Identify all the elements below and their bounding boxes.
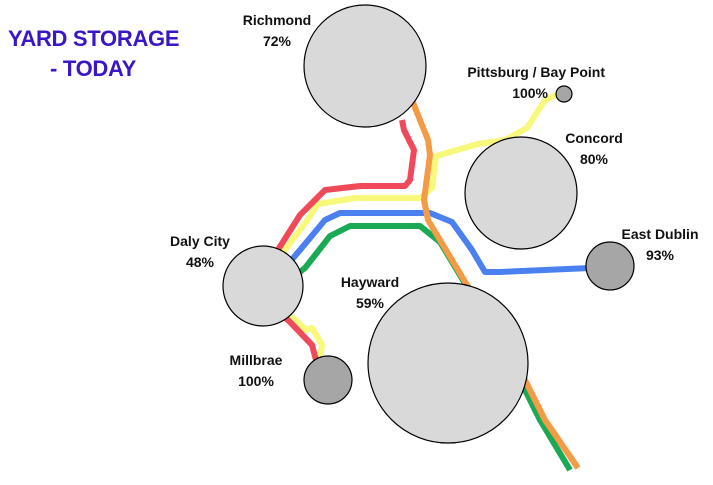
station-name: Daly City: [170, 233, 230, 249]
station-daly-city-circle: [222, 245, 304, 327]
station-concord-circle: [464, 136, 578, 250]
station-percent: 100%: [512, 85, 548, 101]
station-percent: 80%: [579, 151, 609, 167]
station-percent: 100%: [238, 373, 274, 389]
station-name: East Dublin: [621, 226, 699, 242]
station-richmond-circle: [303, 4, 427, 128]
station-label-hayward: Hayward 59%: [325, 272, 415, 314]
station-percent: 72%: [262, 33, 292, 49]
page-title: YARD STORAGE - TODAY: [8, 24, 180, 84]
station-label-pittsburg: Pittsburg / Bay Point 100%: [430, 62, 605, 104]
station-name: Millbrae: [229, 352, 283, 368]
station-label-east-dublin: East Dublin 93%: [612, 224, 708, 266]
title-line-1: YARD STORAGE: [8, 26, 180, 51]
orange-line: [407, 93, 581, 470]
title-line-2: - TODAY: [50, 56, 136, 81]
station-name: Pittsburg / Bay Point: [467, 64, 605, 80]
red-line: [259, 119, 417, 377]
station-percent: 93%: [645, 247, 675, 263]
station-label-millbrae: Millbrae 100%: [208, 350, 304, 392]
station-hayward-circle: [367, 282, 529, 444]
station-percent: 48%: [185, 254, 215, 270]
station-label-richmond: Richmond 72%: [230, 10, 324, 52]
station-percent: 59%: [355, 295, 385, 311]
station-label-daly-city: Daly City 48%: [152, 231, 248, 273]
station-millbrae-circle: [303, 355, 353, 405]
station-name: Hayward: [340, 274, 400, 290]
station-east-dublin-circle: [585, 241, 635, 291]
station-pittsburg-circle: [555, 85, 573, 103]
station-name: Richmond: [242, 12, 312, 28]
station-label-concord: Concord 80%: [554, 128, 634, 170]
station-name: Concord: [565, 130, 623, 146]
